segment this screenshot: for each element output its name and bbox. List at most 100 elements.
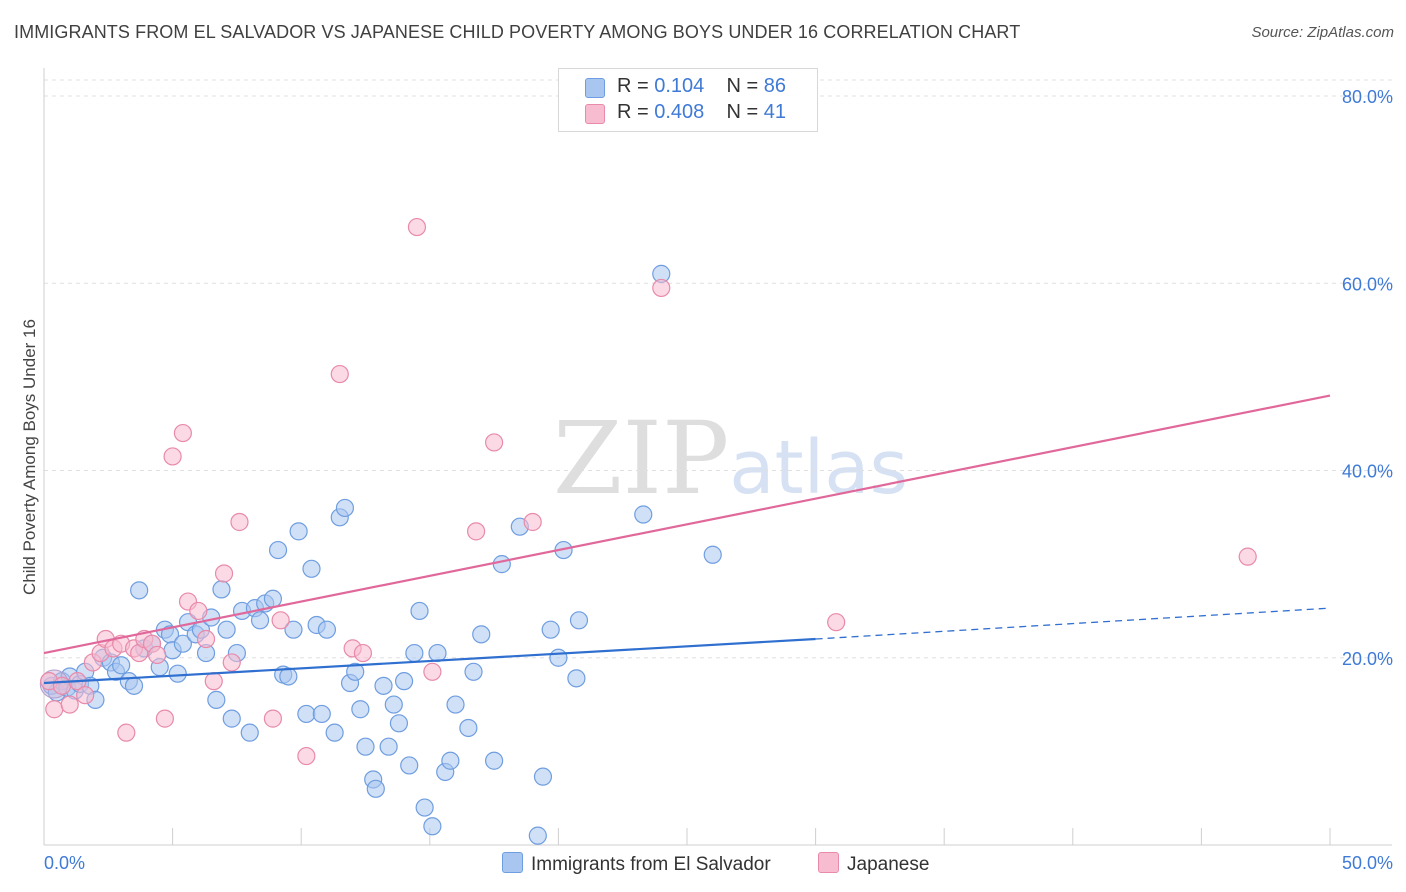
data-point bbox=[297, 704, 316, 724]
bottom-legend-label-el-salvador: Immigrants from El Salvador bbox=[531, 854, 771, 875]
y-tick-label: 60.0% bbox=[1342, 274, 1393, 294]
bottom-legend-japanese: Japanese bbox=[818, 852, 929, 876]
data-point bbox=[827, 613, 846, 632]
legend-n-value: 41 bbox=[763, 101, 787, 123]
trend-line-el-salvador bbox=[43, 637, 816, 685]
data-point bbox=[394, 672, 414, 691]
y-tick-label: 40.0% bbox=[1342, 462, 1393, 482]
data-point bbox=[289, 522, 308, 541]
data-point bbox=[60, 695, 79, 714]
x-tick-label: 50.0% bbox=[1342, 853, 1393, 873]
data-point bbox=[250, 611, 270, 630]
legend-n-value: 86 bbox=[763, 75, 787, 97]
data-point bbox=[353, 643, 373, 663]
data-point bbox=[400, 756, 419, 775]
data-point bbox=[405, 643, 424, 663]
data-point bbox=[312, 704, 331, 724]
data-point bbox=[1238, 547, 1257, 566]
data-point bbox=[652, 278, 671, 298]
data-point bbox=[533, 767, 553, 786]
legend-n-label: N = bbox=[726, 101, 759, 123]
data-point bbox=[212, 580, 231, 599]
data-point bbox=[271, 611, 290, 630]
data-point bbox=[335, 498, 355, 518]
legend: R = 0.104 N = 86 R = 0.408 N = 41 bbox=[558, 68, 818, 132]
y-tick-label: 80.0% bbox=[1342, 87, 1393, 107]
bottom-legend-el-salvador: Immigrants from El Salvador bbox=[502, 852, 771, 876]
data-point bbox=[45, 700, 64, 719]
y-tick-label: 20.0% bbox=[1342, 649, 1393, 669]
data-point bbox=[196, 629, 216, 649]
watermark-atlas: atlas bbox=[729, 425, 909, 511]
axes bbox=[43, 68, 1392, 846]
data-point bbox=[148, 645, 167, 665]
data-point bbox=[155, 709, 174, 728]
data-point bbox=[428, 643, 447, 663]
grid bbox=[44, 79, 1392, 659]
data-point bbox=[173, 634, 192, 653]
data-point bbox=[330, 364, 349, 384]
data-point bbox=[423, 662, 442, 681]
data-point bbox=[492, 555, 511, 574]
data-point bbox=[472, 625, 491, 644]
x-tick-label: 0.0% bbox=[44, 853, 85, 873]
data-point bbox=[268, 540, 288, 560]
data-point bbox=[407, 217, 427, 237]
data-point bbox=[163, 447, 182, 466]
legend-r-value: 0.104 bbox=[654, 75, 705, 97]
points-el-salvador bbox=[39, 264, 722, 845]
data-point bbox=[240, 723, 259, 742]
points-japanese bbox=[40, 217, 1257, 766]
watermark-zip: ZIP bbox=[553, 400, 730, 517]
data-point bbox=[351, 700, 370, 719]
data-point bbox=[302, 559, 321, 578]
data-point bbox=[297, 746, 316, 766]
data-point bbox=[317, 620, 337, 639]
data-point bbox=[214, 564, 234, 583]
data-point bbox=[173, 423, 192, 443]
legend-r-value: 0.408 bbox=[654, 101, 705, 123]
data-point bbox=[410, 601, 429, 621]
bottom-legend-label-japanese: Japanese bbox=[847, 854, 930, 875]
data-point bbox=[374, 676, 393, 695]
trend-lines bbox=[43, 394, 1331, 685]
data-point bbox=[567, 669, 586, 688]
data-point bbox=[415, 798, 434, 817]
trend-line-el-salvador-extrapolated bbox=[815, 607, 1331, 640]
data-point bbox=[207, 690, 226, 709]
legend-r-label: R = bbox=[617, 75, 649, 97]
data-point bbox=[446, 695, 465, 714]
data-point bbox=[423, 817, 442, 836]
tick-labels: 20.0% 40.0% 60.0% 80.0% 0.0% 50.0% bbox=[44, 87, 1393, 873]
legend-swatch-japanese bbox=[585, 104, 605, 124]
data-point bbox=[459, 718, 478, 738]
data-point bbox=[366, 779, 385, 798]
data-point bbox=[217, 620, 236, 639]
data-point bbox=[263, 589, 283, 608]
data-point bbox=[124, 676, 144, 695]
data-point bbox=[384, 695, 403, 714]
data-point bbox=[464, 662, 483, 681]
data-point bbox=[541, 620, 560, 639]
data-point bbox=[485, 751, 504, 770]
data-point bbox=[130, 581, 149, 600]
data-point bbox=[466, 522, 486, 541]
data-point bbox=[117, 723, 136, 742]
data-point bbox=[523, 512, 542, 532]
bottom-legend-swatch-el-salvador bbox=[502, 852, 523, 873]
bottom-legend-swatch-japanese bbox=[818, 852, 839, 873]
data-point bbox=[52, 676, 72, 695]
data-point bbox=[549, 648, 568, 667]
data-point bbox=[569, 611, 589, 630]
data-point bbox=[230, 512, 249, 532]
data-point bbox=[485, 433, 504, 452]
data-point bbox=[346, 662, 365, 681]
data-point bbox=[222, 709, 241, 728]
data-point bbox=[356, 737, 375, 756]
y-axis-label: Child Poverty Among Boys Under 16 bbox=[20, 319, 39, 595]
legend-n-label: N = bbox=[726, 75, 759, 97]
watermark: ZIPatlas bbox=[553, 400, 908, 517]
data-point bbox=[112, 656, 131, 675]
data-point bbox=[222, 653, 241, 672]
